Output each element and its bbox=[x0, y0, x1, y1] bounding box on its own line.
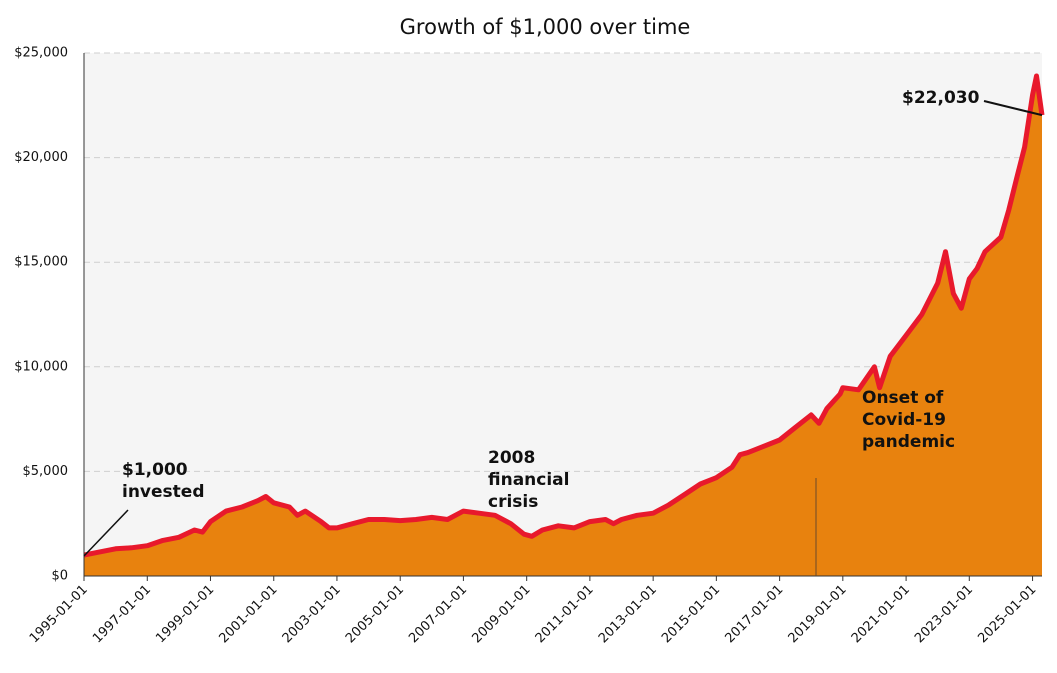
annotation: Covid-19 bbox=[862, 410, 946, 430]
y-tick-label: $20,000 bbox=[14, 150, 68, 165]
annotation: financial bbox=[488, 470, 569, 490]
line bbox=[83, 73, 1045, 558]
y-tick-label: $25,000 bbox=[14, 46, 68, 61]
y-tick-label: $15,000 bbox=[14, 255, 68, 270]
x-tick-label: 2003-01-01 bbox=[280, 582, 344, 646]
x-tick-label: 2017-01-01 bbox=[722, 582, 786, 646]
x-tick-label: 2013-01-01 bbox=[596, 582, 660, 646]
x-tick-label: 2001-01-01 bbox=[217, 582, 281, 646]
annotation: $1,000 bbox=[122, 460, 188, 480]
x-tick-label: 2025-01-01 bbox=[975, 582, 1039, 646]
x-tick-label: 2023-01-01 bbox=[912, 582, 976, 646]
y-tick-label: $10,000 bbox=[14, 359, 68, 374]
annotation: Onset of bbox=[862, 388, 944, 408]
annotation-pointer bbox=[983, 100, 1043, 117]
x-tick-label: 2009-01-01 bbox=[469, 582, 533, 646]
area bbox=[84, 76, 1042, 576]
x-tick-label: 2019-01-01 bbox=[786, 582, 850, 646]
x-tick-label: 2005-01-01 bbox=[343, 582, 407, 646]
x-tick-label: 2015-01-01 bbox=[659, 582, 723, 646]
x-tick-label: 1997-01-01 bbox=[90, 582, 154, 646]
annotation: $22,030 bbox=[902, 88, 980, 108]
annotation: crisis bbox=[488, 492, 538, 512]
x-tick-label: 2011-01-01 bbox=[533, 582, 597, 646]
chart-title: Growth of $1,000 over time bbox=[400, 15, 691, 39]
annotation: invested bbox=[122, 482, 205, 502]
x-tick-label: 2007-01-01 bbox=[406, 582, 470, 646]
y-tick-label: $5,000 bbox=[23, 464, 69, 479]
x-tick-label: 1995-01-01 bbox=[27, 582, 91, 646]
y-tick-label: $0 bbox=[51, 569, 68, 584]
annotation: pandemic bbox=[862, 432, 955, 452]
x-tick-label: 2021-01-01 bbox=[849, 582, 913, 646]
x-tick-label: 1999-01-01 bbox=[153, 582, 217, 646]
annotation-pointer bbox=[83, 509, 129, 557]
annotation: 2008 bbox=[488, 448, 535, 468]
